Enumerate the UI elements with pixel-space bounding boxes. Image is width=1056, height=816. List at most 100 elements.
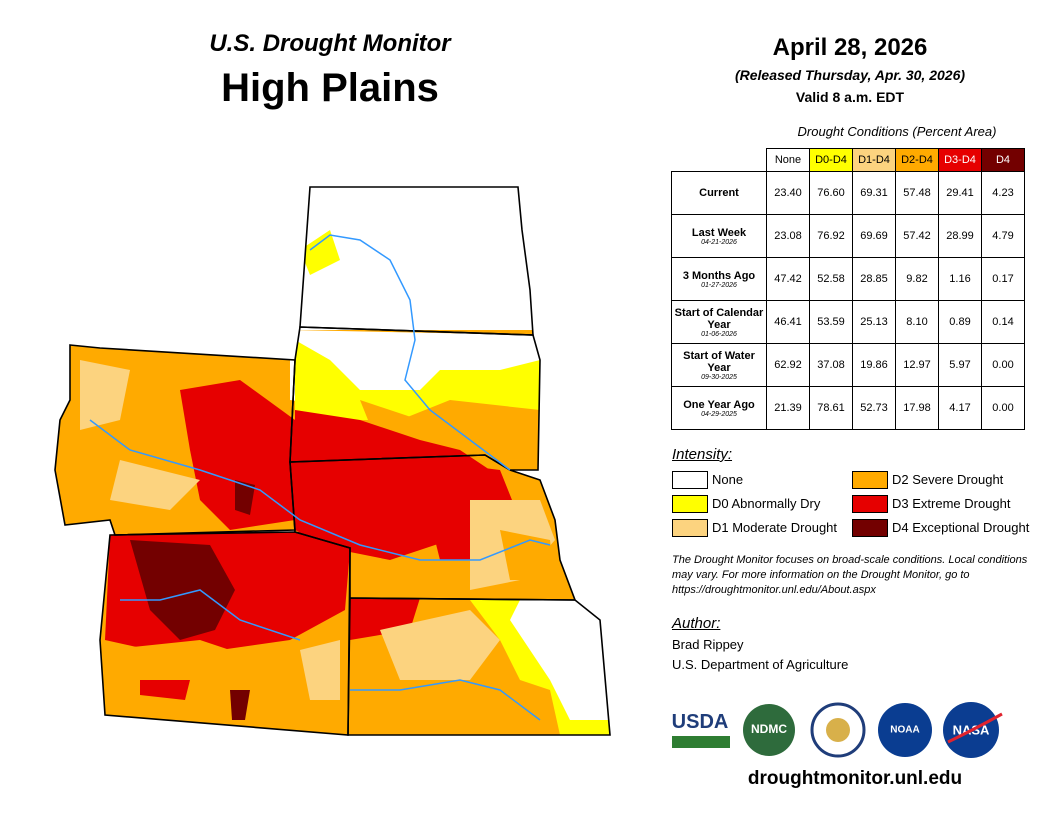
legend-label: D4 Exceptional Drought bbox=[892, 520, 1030, 535]
row-name: Start of Water Year bbox=[683, 349, 755, 374]
row-label: 3 Months Ago 01-27-2026 bbox=[671, 257, 767, 301]
column-header: D1-D4 bbox=[852, 148, 896, 172]
corner bbox=[672, 149, 767, 172]
cell: 17.98 bbox=[895, 386, 939, 430]
column-header: D4 bbox=[981, 148, 1025, 172]
title: U.S. Drought Monitor bbox=[209, 30, 451, 57]
row-label: Current bbox=[671, 171, 767, 215]
row-date: 04-29-2025 bbox=[701, 410, 737, 418]
cell: 52.58 bbox=[809, 257, 853, 301]
rivers bbox=[89, 234, 551, 721]
valid: Valid 8 a.m. EDT bbox=[795, 89, 905, 105]
legend-label: None bbox=[712, 472, 744, 487]
row-name: 3 Months Ago bbox=[682, 269, 756, 282]
cell: 0.17 bbox=[981, 257, 1025, 301]
cell: 52.73 bbox=[852, 386, 896, 430]
column-header: D2-D4 bbox=[895, 148, 939, 172]
cell: 4.79 bbox=[981, 214, 1025, 258]
logo-strip: USDA NDMC NOAA NASA bbox=[672, 702, 1003, 758]
author-name: Brad Rippey bbox=[672, 637, 744, 652]
data-row: Last Week 04-21-2026 23.08 76.92 69.69 57.42 2… bbox=[671, 214, 1025, 258]
cell: 0.00 bbox=[981, 386, 1025, 430]
author-org: U.S. Department of Agriculture bbox=[672, 657, 849, 672]
logo-noaa-circle bbox=[878, 703, 932, 757]
row-name: Start of Calendar Year bbox=[674, 306, 764, 331]
date: April 28, 2026 bbox=[772, 34, 928, 61]
row-date: 04-21-2026 bbox=[701, 238, 737, 246]
row-label: Start of Water Year 09-30-2025 bbox=[671, 343, 767, 387]
cell: 47.42 bbox=[766, 257, 810, 301]
data-row: Start of Calendar Year 01-06-2026 46.41 53.… bbox=[671, 300, 1025, 344]
logo-ndmc: NDMC bbox=[751, 722, 787, 736]
row-name: Last Week bbox=[691, 226, 747, 239]
cell: 78.61 bbox=[809, 386, 853, 430]
row-label: One Year Ago 04-29-2025 bbox=[671, 386, 767, 430]
row-date: 09-30-2025 bbox=[701, 373, 737, 381]
cell: 62.92 bbox=[766, 343, 810, 387]
cell: 28.99 bbox=[938, 214, 982, 258]
cell: 9.82 bbox=[895, 257, 939, 301]
cell: 8.10 bbox=[895, 300, 939, 344]
cell: 69.31 bbox=[852, 171, 896, 215]
author-heading: Author: bbox=[672, 615, 721, 632]
legend-swatch bbox=[852, 471, 888, 489]
cell: 37.08 bbox=[809, 343, 853, 387]
cell: 1.16 bbox=[938, 257, 982, 301]
row-date: 01-06-2026 bbox=[701, 330, 737, 338]
logo-nasa-swoosh bbox=[947, 712, 1003, 744]
cell: 29.41 bbox=[938, 171, 982, 215]
cell: 23.40 bbox=[766, 171, 810, 215]
cell: 0.14 bbox=[981, 300, 1025, 344]
column-header: None bbox=[766, 148, 810, 172]
cell: 57.48 bbox=[895, 171, 939, 215]
cell: 5.97 bbox=[938, 343, 982, 387]
legend-swatch bbox=[672, 471, 708, 489]
row-date: 01-27-2026 bbox=[701, 281, 737, 289]
row-name: One Year Ago bbox=[683, 398, 755, 411]
region: High Plains bbox=[221, 66, 439, 110]
cell: 23.08 bbox=[766, 214, 810, 258]
cell: 4.23 bbox=[981, 171, 1025, 215]
column-header: D3-D4 bbox=[938, 148, 982, 172]
row-label: Start of Calendar Year 01-06-2026 bbox=[671, 300, 767, 344]
cell: 0.89 bbox=[938, 300, 982, 344]
data-row: 3 Months Ago 01-27-2026 47.42 52.58 28.85 9.8… bbox=[671, 257, 1025, 301]
cell: 53.59 bbox=[809, 300, 853, 344]
legend-swatch bbox=[672, 495, 708, 513]
legend-label: D3 Extreme Drought bbox=[892, 496, 1011, 511]
data-row: One Year Ago 04-29-2025 21.39 78.61 52.73 17.… bbox=[671, 386, 1025, 430]
cell: 69.69 bbox=[852, 214, 896, 258]
note: The Drought Monitor focuses on broad-sca… bbox=[672, 554, 1028, 596]
logo-doc-seal bbox=[826, 718, 850, 742]
map bbox=[54, 186, 611, 736]
cell: 12.97 bbox=[895, 343, 939, 387]
row-name: Current bbox=[699, 187, 739, 199]
column-header: D0-D4 bbox=[809, 148, 853, 172]
drought-areas bbox=[55, 187, 610, 735]
logo-usda: USDA bbox=[672, 711, 729, 733]
cell: 25.13 bbox=[852, 300, 896, 344]
legend-swatch bbox=[852, 495, 888, 513]
cell: 19.86 bbox=[852, 343, 896, 387]
website: droughtmonitor.unl.edu bbox=[747, 768, 963, 789]
header-row: None D0-D4 D1-D4 D2-D4 D3-D4 D4 bbox=[672, 148, 1025, 172]
legend-label: D0 Abnormally Dry bbox=[712, 496, 821, 511]
logo-noaa: NOAA bbox=[890, 725, 919, 736]
logo-usda-bar bbox=[672, 736, 730, 748]
legend-label: D1 Moderate Drought bbox=[712, 520, 838, 535]
legend-title: Intensity: bbox=[672, 446, 733, 463]
cell: 46.41 bbox=[766, 300, 810, 344]
state-borders bbox=[54, 186, 611, 736]
cell: 76.92 bbox=[809, 214, 853, 258]
cell: 0.00 bbox=[981, 343, 1025, 387]
row-label: Last Week 04-21-2026 bbox=[671, 214, 767, 258]
cell: 28.85 bbox=[852, 257, 896, 301]
legend-swatch bbox=[672, 519, 708, 537]
data-row: Start of Water Year 09-30-2025 62.92 37.08 1… bbox=[671, 343, 1025, 387]
cell: 76.60 bbox=[809, 171, 853, 215]
legend-swatch bbox=[852, 519, 888, 537]
table-caption: Drought Conditions (Percent Area) bbox=[797, 124, 997, 139]
data-row: Current 23.40 76.60 69.31 57.48 29.41 4.23 bbox=[671, 171, 1025, 215]
legend-label: D2 Severe Drought bbox=[892, 472, 1004, 487]
